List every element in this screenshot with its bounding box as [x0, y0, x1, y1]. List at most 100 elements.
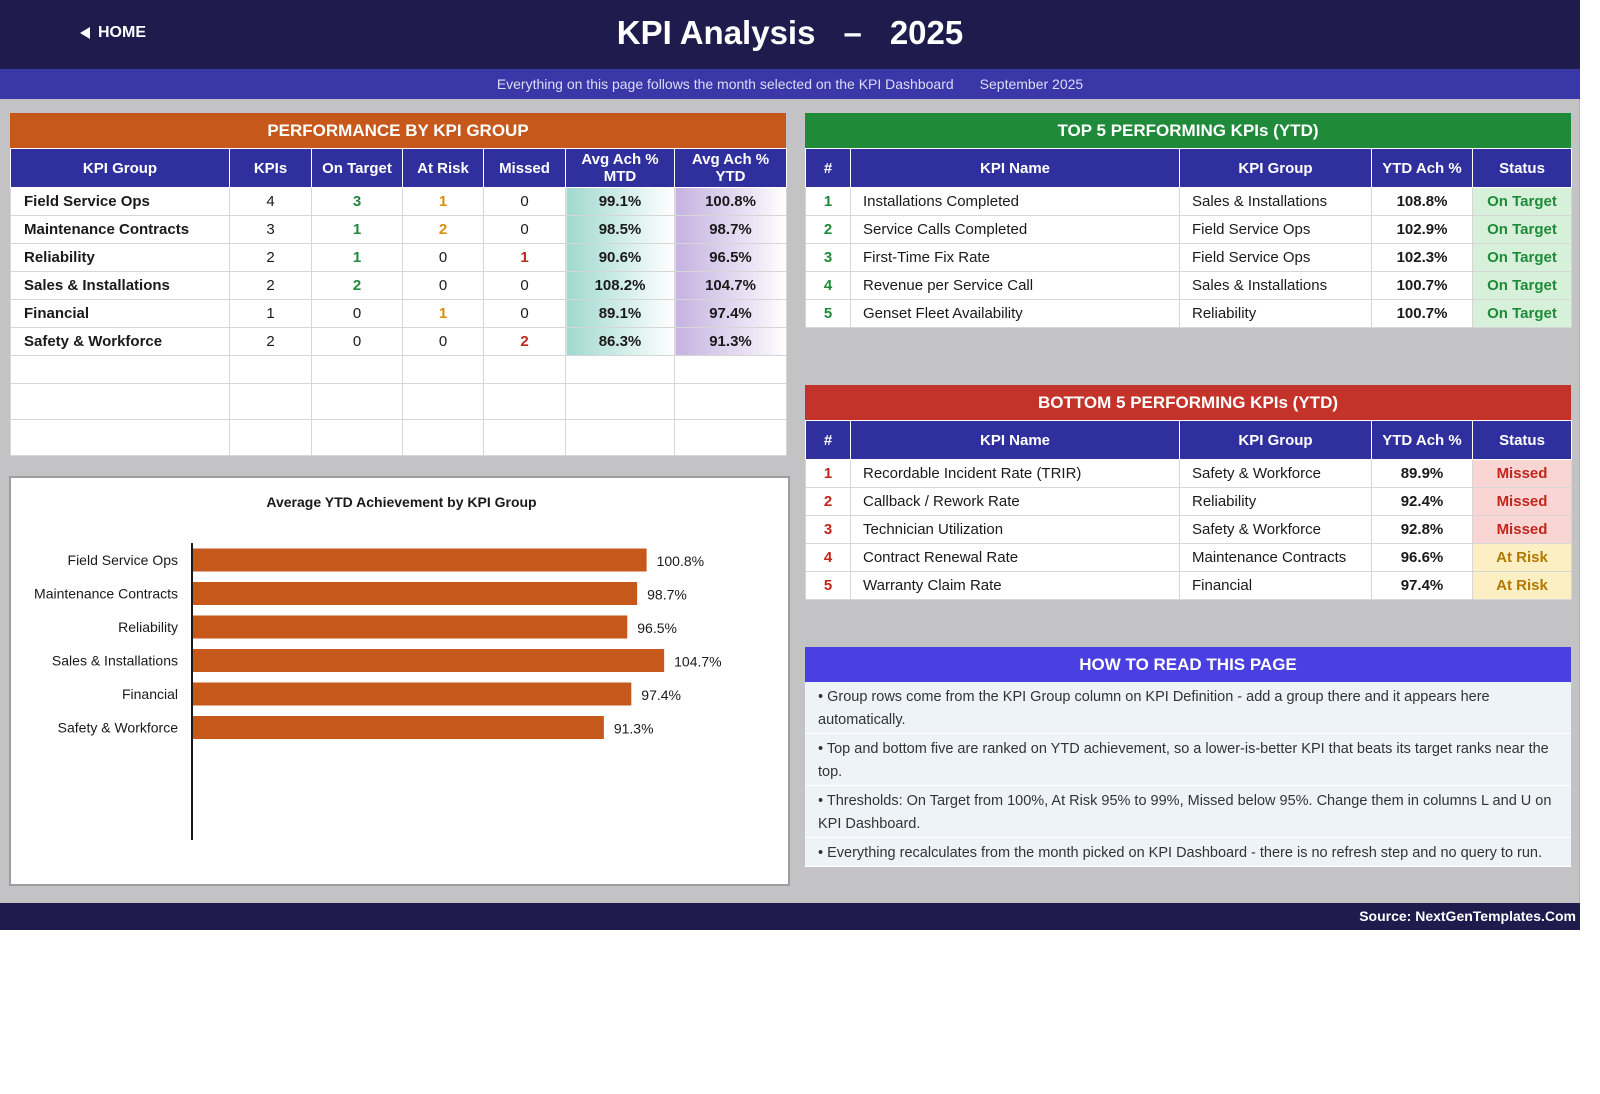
kpi-name: Contract Renewal Rate	[850, 543, 1180, 572]
rank-number: 2	[805, 215, 851, 244]
kpi-group-name: Reliability	[10, 243, 230, 272]
table-row: Sales & Installations 2 2 0 0 108.2% 104.7%	[10, 271, 787, 300]
chart-bar	[193, 716, 604, 739]
avg-ytd-value: 96.5%	[674, 243, 787, 272]
top5-col-rank: #	[805, 148, 851, 188]
howto-item: • Thresholds: On Target from 100%, At Ri…	[805, 786, 1571, 838]
empty-cell	[229, 383, 312, 420]
footer-bar: Source: NextGenTemplates.Com	[0, 903, 1580, 930]
rank-number: 5	[805, 299, 851, 328]
howto-item: • Everything recalculates from the month…	[805, 838, 1571, 867]
ytd-achievement: 100.7%	[1371, 271, 1473, 300]
on-target-count: 0	[311, 327, 403, 356]
ytd-achievement-chart: Average YTD Achievement by KPI Group Fie…	[9, 476, 790, 886]
at-risk-count: 0	[402, 327, 484, 356]
table-row: 3 First-Time Fix Rate Field Service Ops 102…	[805, 243, 1572, 272]
rank-number: 1	[805, 459, 851, 488]
empty-cell	[10, 383, 230, 420]
kpi-group-name: Maintenance Contracts	[10, 215, 230, 244]
on-target-count: 3	[311, 187, 403, 216]
rank-number: 2	[805, 487, 851, 516]
rank-number: 4	[805, 543, 851, 572]
empty-row	[10, 419, 787, 456]
chart-category-label: Safety & Workforce	[58, 720, 179, 736]
empty-cell	[483, 355, 566, 384]
col-at-risk: At Risk	[402, 148, 484, 188]
page-title-main: KPI Analysis	[616, 14, 816, 51]
missed-count: 0	[483, 215, 566, 244]
empty-cell	[311, 419, 403, 456]
empty-cell	[229, 419, 312, 456]
on-target-count: 1	[311, 243, 403, 272]
chart-data-label: 100.8%	[657, 553, 704, 569]
top5-col-status: Status	[1472, 148, 1572, 188]
chart-data-label: 91.3%	[614, 721, 654, 737]
missed-count: 0	[483, 271, 566, 300]
empty-cell	[483, 419, 566, 456]
table-row: Field Service Ops 4 3 1 0 99.1% 100.8%	[10, 187, 787, 216]
empty-cell	[483, 383, 566, 420]
kpi-group: Field Service Ops	[1179, 243, 1372, 272]
home-button[interactable]: HOME	[80, 24, 146, 42]
kpi-group: Safety & Workforce	[1179, 459, 1372, 488]
chart-data-label: 97.4%	[641, 687, 681, 703]
rank-number: 1	[805, 187, 851, 216]
subtitle-text: Everything on this page follows the mont…	[496, 76, 954, 92]
table-row: Safety & Workforce 2 0 0 2 86.3% 91.3%	[10, 327, 787, 356]
performance-panel: PERFORMANCE BY KPI GROUP KPI Group KPIs …	[10, 113, 787, 456]
ytd-achievement: 102.3%	[1371, 243, 1473, 272]
ytd-achievement: 102.9%	[1371, 215, 1473, 244]
avg-ytd-value: 100.8%	[674, 187, 787, 216]
chart-bar	[193, 548, 647, 572]
subtitle-bar: Everything on this page follows the mont…	[0, 69, 1580, 99]
bottom5-col-group: KPI Group	[1179, 420, 1372, 460]
status-badge: On Target	[1472, 215, 1572, 244]
chart-category-label: Field Service Ops	[68, 552, 178, 568]
ytd-achievement: 92.4%	[1371, 487, 1473, 516]
missed-count: 2	[483, 327, 566, 356]
empty-cell	[311, 355, 403, 384]
kpi-name: Recordable Incident Rate (TRIR)	[850, 459, 1180, 488]
empty-cell	[565, 355, 675, 384]
ytd-achievement: 96.6%	[1371, 543, 1473, 572]
table-row: 4 Revenue per Service Call Sales & Install…	[805, 271, 1572, 300]
empty-cell	[674, 383, 787, 420]
chart-title: Average YTD Achievement by KPI Group	[266, 494, 537, 510]
empty-cell	[402, 355, 484, 384]
kpi-count: 2	[229, 243, 312, 272]
at-risk-count: 1	[402, 299, 484, 328]
at-risk-count: 0	[402, 271, 484, 300]
kpi-name: Revenue per Service Call	[850, 271, 1180, 300]
table-row: Financial 1 0 1 0 89.1% 97.4%	[10, 299, 787, 328]
kpi-group: Sales & Installations	[1179, 271, 1372, 300]
empty-cell	[565, 383, 675, 420]
avg-mtd-value: 108.2%	[565, 271, 675, 300]
table-row: 3 Technician Utilization Safety & Workforc…	[805, 515, 1572, 544]
kpi-name: Installations Completed	[850, 187, 1180, 216]
top5-panel-title: TOP 5 PERFORMING KPIs (YTD)	[805, 113, 1571, 148]
status-badge: On Target	[1472, 187, 1572, 216]
howto-item: • Group rows come from the KPI Group col…	[805, 682, 1571, 734]
avg-mtd-value: 86.3%	[565, 327, 675, 356]
at-risk-count: 1	[402, 187, 484, 216]
col-kpi-group: KPI Group	[10, 148, 230, 188]
avg-mtd-value: 99.1%	[565, 187, 675, 216]
ytd-achievement: 100.7%	[1371, 299, 1473, 328]
status-badge: Missed	[1472, 487, 1572, 516]
table-row: 2 Callback / Rework Rate Reliability 92.4% M…	[805, 487, 1572, 516]
empty-cell	[674, 355, 787, 384]
status-badge: Missed	[1472, 515, 1572, 544]
kpi-count: 2	[229, 327, 312, 356]
table-row: 2 Service Calls Completed Field Service Op…	[805, 215, 1572, 244]
bottom5-col-name: KPI Name	[850, 420, 1180, 460]
chart-bar	[193, 582, 638, 605]
on-target-count: 1	[311, 215, 403, 244]
on-target-count: 2	[311, 271, 403, 300]
empty-cell	[674, 419, 787, 456]
howto-panel: HOW TO READ THIS PAGE • Group rows come …	[805, 647, 1571, 867]
col-on-target: On Target	[311, 148, 403, 188]
chart-data-label: 104.7%	[674, 654, 721, 670]
at-risk-count: 0	[402, 243, 484, 272]
